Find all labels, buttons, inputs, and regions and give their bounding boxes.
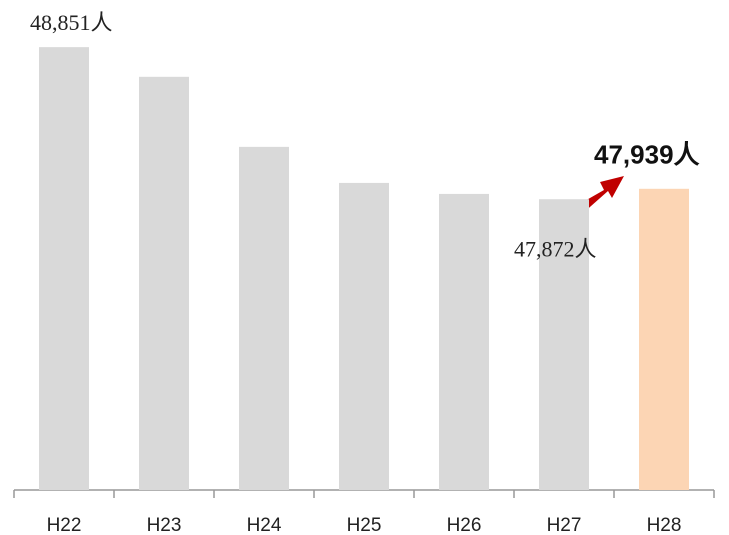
x-tick-label: H28 (647, 515, 682, 535)
bar (39, 47, 89, 491)
x-tick-label: H25 (347, 515, 382, 535)
bar (639, 188, 689, 491)
bar (139, 76, 189, 491)
x-tick-label: H24 (247, 515, 282, 535)
value-label: 48,851人 (30, 10, 113, 35)
value-label: 47,872人 (514, 236, 597, 261)
bar (439, 193, 489, 490)
x-tick-label: H22 (47, 515, 82, 535)
x-tick-label: H23 (147, 515, 182, 535)
value-label: 47,939人 (594, 140, 700, 170)
x-tick-label: H27 (547, 515, 582, 535)
bar (339, 182, 389, 490)
bar (239, 146, 289, 491)
x-tick-label: H26 (447, 515, 482, 535)
bar (539, 199, 589, 490)
